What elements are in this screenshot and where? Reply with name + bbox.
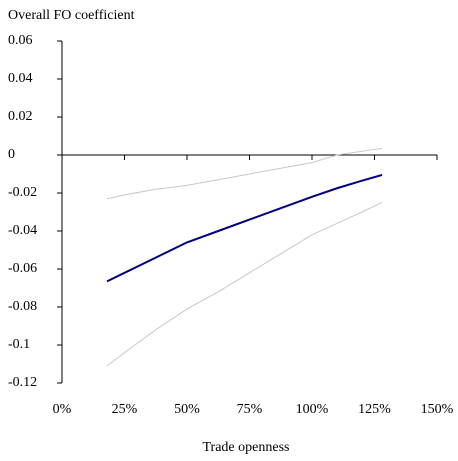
x-tick-label: 100% [296,402,329,417]
y-tick-label: -0.08 [8,299,37,314]
y-tick-label: -0.12 [8,375,37,390]
y-tick-label: -0.02 [8,185,37,200]
y-tick-label: 0.02 [8,109,33,124]
x-tick-label: 0% [53,402,72,417]
x-tick-label: 50% [174,402,200,417]
y-tick-label: -0.04 [8,223,37,238]
y-tick-label: 0.04 [8,71,33,86]
y-tick-label: -0.06 [8,261,37,276]
x-tick-label: 150% [421,402,454,417]
x-tick-label: 25% [112,402,138,417]
x-axis-title: Trade openness [203,440,290,455]
series-line [106,147,383,200]
x-tick-label: 125% [358,402,391,417]
y-tick-label: -0.1 [8,337,30,352]
y-tick-label: 0.06 [8,33,33,48]
y-tick-label: 0 [8,147,15,162]
y-axis-title: Overall FO coefficient [8,8,135,23]
series-line [106,202,383,367]
series-line [106,173,383,283]
x-tick-label: 75% [237,402,263,417]
